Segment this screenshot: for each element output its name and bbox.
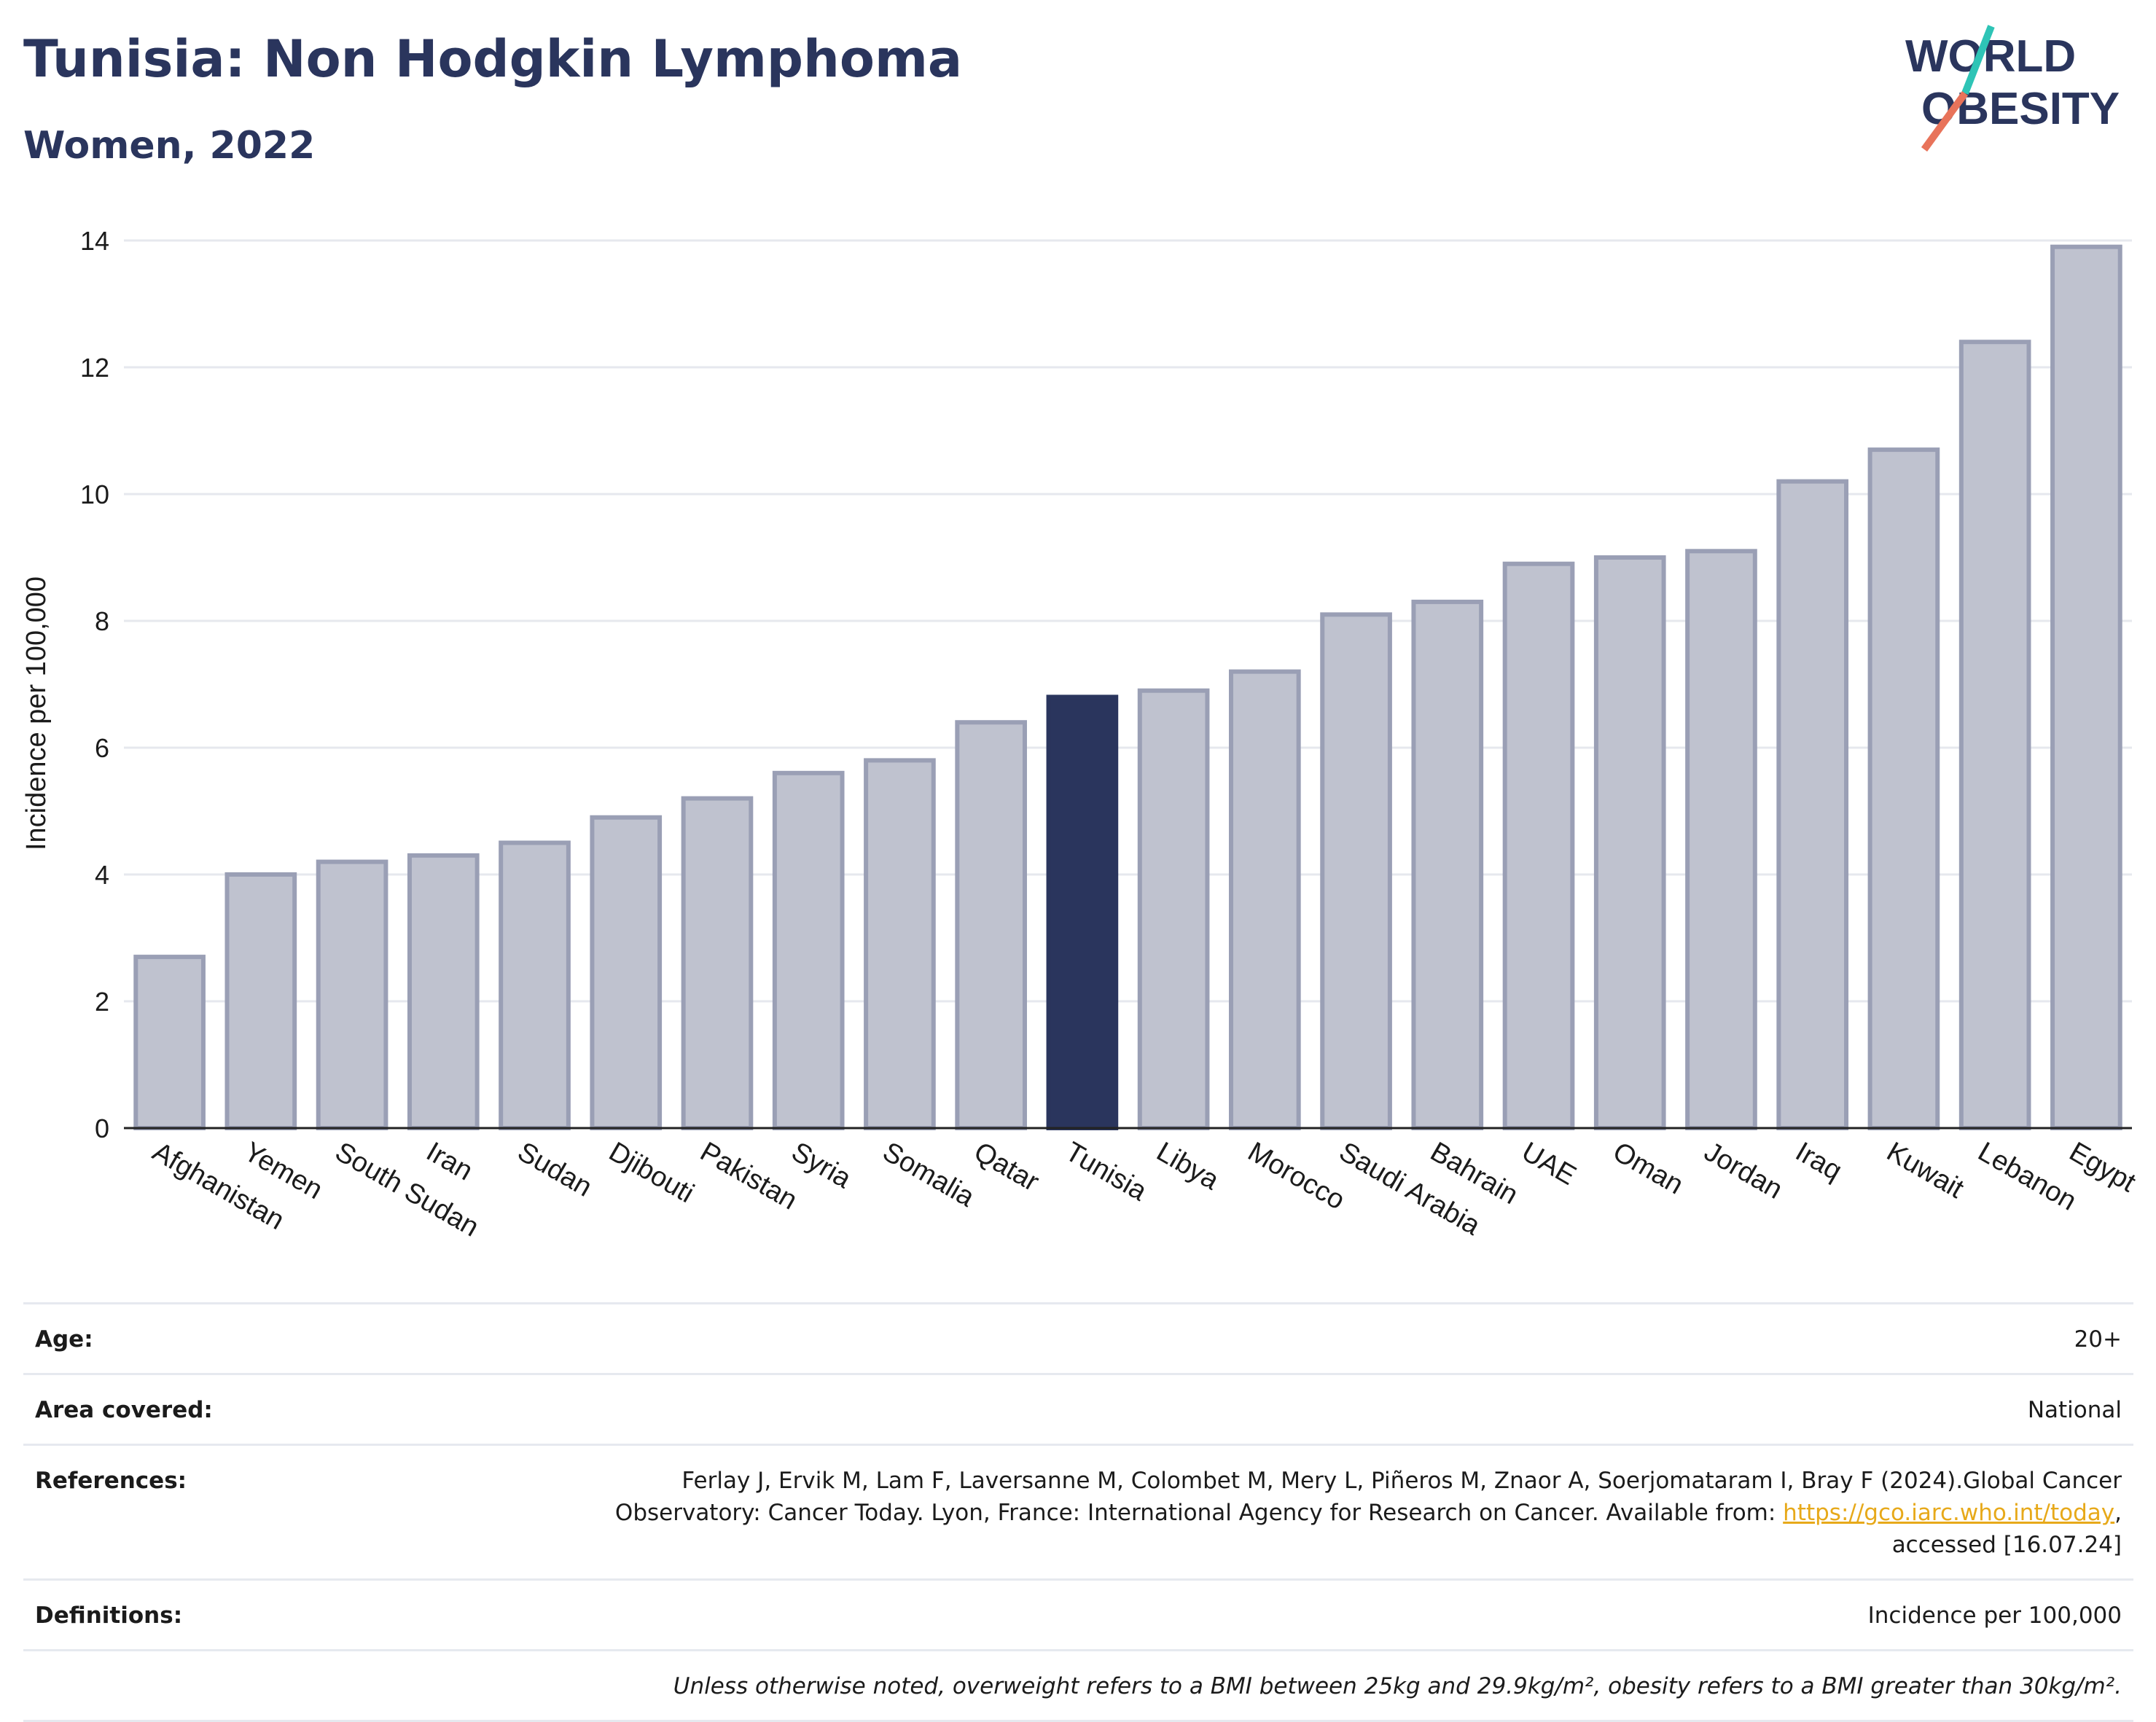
x-tick-label: Oman	[1608, 1136, 1689, 1200]
x-tick-label: Pakistan	[695, 1136, 802, 1216]
y-tick-label: 14	[80, 226, 109, 256]
y-axis-label: Incidence per 100,000	[21, 576, 52, 850]
page-subtitle: Women, 2022	[23, 124, 316, 168]
bar	[2050, 244, 2122, 1131]
x-tick-label: Lebanon	[1973, 1136, 2082, 1216]
bar-highlighted	[1046, 694, 1119, 1130]
bar	[1229, 669, 1301, 1130]
page-title: Tunisia: Non Hodgkin Lymphoma	[23, 29, 963, 89]
definitions-value: Incidence per 100,000	[1867, 1602, 2122, 1629]
x-tick-label: Djibouti	[604, 1136, 699, 1209]
bar	[681, 796, 754, 1130]
age-label: Age:	[35, 1326, 93, 1353]
age-value: 20+	[2074, 1326, 2122, 1353]
x-tick-label: Kuwait	[1881, 1136, 1969, 1205]
y-tick-label: 0	[95, 1114, 109, 1143]
logo-slash-teal	[1961, 25, 1995, 95]
x-tick-label: Qatar	[969, 1136, 1044, 1197]
references-text: Ferlay J, Ervik M, Lam F, Laversanne M, …	[591, 1465, 2122, 1561]
bars	[133, 244, 2122, 1131]
logo-line-world: WORLD	[1905, 31, 2076, 82]
bar	[772, 770, 845, 1130]
x-tick-label: Jordan	[1699, 1136, 1788, 1205]
references-link[interactable]: https://gco.iarc.who.int/today	[1783, 1500, 2115, 1526]
bmi-note: Unless otherwise noted, overweight refer…	[673, 1673, 2122, 1699]
bar	[1685, 549, 1757, 1130]
bar	[1137, 688, 1210, 1130]
area-value: National	[2027, 1397, 2122, 1423]
references-text-part-1: Ferlay J, Ervik M, Lam F, Laversanne M, …	[614, 1468, 2122, 1526]
bar	[1502, 561, 1575, 1130]
bar	[133, 955, 206, 1130]
x-tick-label: Iran	[421, 1136, 478, 1186]
bar	[1320, 612, 1392, 1130]
references-text-part-2: , accessed [16.07.24]	[1891, 1500, 2122, 1558]
bar	[407, 853, 480, 1131]
info-row-note: Unless otherwise noted, overweight refer…	[23, 1651, 2133, 1722]
bar	[316, 859, 388, 1130]
world-obesity-logo: WORLD OBESITY	[1905, 25, 2120, 152]
info-row-definitions: Definitions: Incidence per 100,000	[23, 1581, 2133, 1651]
y-tick-label: 10	[80, 480, 109, 509]
bar	[499, 840, 571, 1130]
bar	[1776, 479, 1849, 1131]
x-tick-label: Morocco	[1243, 1136, 1350, 1216]
y-tick-label: 12	[80, 353, 109, 383]
y-tick-label: 6	[95, 733, 109, 763]
bar	[864, 758, 936, 1131]
info-row-age: Age: 20+	[23, 1304, 2133, 1375]
x-tick-label: UAE	[1517, 1136, 1582, 1191]
bar	[1867, 447, 1940, 1131]
x-tick-label: Iraq	[1790, 1136, 1847, 1186]
x-tick-label: Sudan	[512, 1136, 597, 1202]
bar	[590, 815, 663, 1130]
bar	[1411, 599, 1484, 1130]
references-label: References:	[35, 1468, 187, 1494]
bar	[955, 720, 1027, 1130]
logo-slash-coral	[1921, 91, 1969, 152]
area-label: Area covered:	[35, 1397, 213, 1423]
x-tick-label: Tunisia	[1060, 1136, 1152, 1207]
bar	[1593, 555, 1666, 1130]
bar	[1958, 340, 2031, 1131]
y-tick-label: 2	[95, 987, 109, 1017]
y-tick-label: 8	[95, 606, 109, 636]
y-tick-label: 4	[95, 860, 109, 890]
bar	[224, 872, 297, 1130]
info-table: Age: 20+ Area covered: National Referenc…	[23, 1302, 2133, 1722]
info-row-area: Area covered: National	[23, 1375, 2133, 1446]
definitions-label: Definitions:	[35, 1602, 183, 1629]
info-row-references: References: Ferlay J, Ervik M, Lam F, La…	[23, 1446, 2133, 1581]
x-tick-label: Somalia	[878, 1136, 980, 1213]
x-tick-label: Libya	[1152, 1136, 1225, 1196]
